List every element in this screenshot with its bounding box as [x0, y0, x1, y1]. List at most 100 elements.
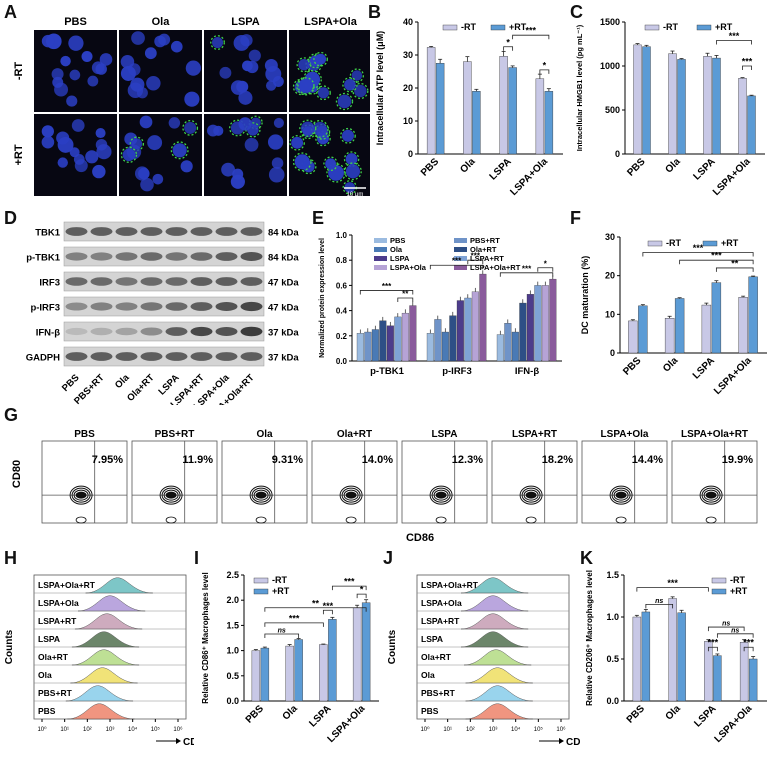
bar — [352, 607, 362, 702]
blot-strip — [63, 221, 265, 242]
green-stain — [313, 51, 328, 67]
legend-swatch — [711, 588, 727, 595]
x-tick-label: IFN-β — [515, 366, 539, 377]
x-tick-label: PBS — [419, 156, 442, 179]
panel-label-k: K — [580, 548, 593, 568]
significance-label: *** — [522, 264, 532, 273]
bar — [549, 278, 557, 362]
legend-swatch — [711, 577, 727, 584]
legend-swatch — [442, 24, 458, 31]
significance-label: ns — [722, 621, 730, 628]
legend-label: -RT — [730, 575, 745, 585]
panel-g-flow-plots: CD80 CD86 PBS 7.95% PBS+RT 11.9% Ola 9.31% Ola+R… — [11, 429, 758, 544]
green-stain — [170, 141, 189, 160]
flow-group-label: LSPA — [432, 429, 458, 440]
flow-plot-frame — [41, 440, 128, 524]
bar — [677, 59, 686, 155]
bar — [674, 298, 685, 354]
nucleus — [344, 78, 356, 91]
significance-bracket — [429, 264, 484, 270]
panel-a-col-label: PBS — [64, 16, 87, 28]
flow-plot-frame — [671, 440, 758, 524]
green-stain — [299, 119, 317, 137]
y-tick-label: 10 — [403, 116, 413, 126]
y-axis-label: Relative CD206⁺ Macrophages level — [585, 570, 594, 706]
green-stain — [292, 152, 312, 172]
significance-label: *** — [667, 578, 678, 588]
y-tick-label: 20 — [605, 271, 615, 281]
blot-band — [165, 352, 188, 361]
flow-plot-frame — [131, 440, 218, 524]
bar — [738, 297, 748, 354]
nucleus — [168, 117, 181, 129]
green-stain — [296, 57, 312, 73]
significance-bracket — [264, 622, 324, 627]
bar — [356, 333, 364, 362]
panel-d-western-blot: TBK1 84 kDa p-TBK1 84 kDa IRF3 47 kDa p-IRF3 47… — [26, 221, 299, 405]
nucleus — [136, 87, 148, 99]
y-tick-label: 0.4 — [336, 307, 348, 316]
histogram-x-tick-label: 10⁰ — [420, 726, 430, 733]
nucleus — [128, 63, 141, 76]
blot-band — [240, 227, 263, 236]
nucleus — [85, 150, 99, 164]
legend-label: LSPA+Ola — [390, 263, 427, 272]
x-tick-label: LSPA — [692, 703, 718, 729]
legend-swatch — [490, 24, 506, 31]
y-tick-label: 0.8 — [336, 256, 348, 265]
bar — [534, 285, 542, 362]
y-tick-label: 2.5 — [226, 570, 239, 580]
bar — [642, 46, 651, 155]
y-tick-label: 30 — [605, 232, 615, 242]
flow-group-label: PBS — [74, 429, 95, 440]
green-stain — [316, 85, 331, 101]
legend-swatch — [374, 265, 387, 270]
nucleus — [69, 69, 81, 81]
bar — [371, 329, 379, 362]
significance-label: *** — [708, 638, 719, 648]
bar — [426, 47, 436, 155]
flow-contour — [339, 485, 363, 505]
nucleus — [232, 168, 244, 180]
histogram-x-arrowhead — [176, 738, 181, 744]
flow-group-label: Ola — [256, 429, 273, 440]
panel-a-microscopy: PBS Ola LSPA LSPA+Ola -RT +RT 10 μm — [13, 16, 370, 198]
blot-kda-label: 84 kDa — [268, 228, 299, 239]
nucleus — [41, 125, 54, 138]
blot-strip — [63, 246, 265, 267]
flow-contour — [615, 491, 627, 499]
blot-band — [190, 252, 213, 261]
blot-band — [65, 327, 88, 336]
blot-band — [165, 302, 188, 311]
panel-j-cd206-histogram: Counts LSPA+Ola+RT LSPA+Ola LSPA+RT LSPA Ola+… — [387, 574, 580, 748]
significance-bracket — [503, 46, 514, 51]
significance-bracket — [264, 633, 300, 638]
bar — [511, 331, 519, 362]
histogram-row-label: LSPA+Ola+RT — [38, 580, 96, 590]
panel-label-g: G — [4, 405, 19, 425]
flow-contour — [525, 491, 537, 499]
blot-band — [115, 327, 138, 336]
histogram-row-label: PBS — [421, 706, 439, 716]
histogram-peak — [464, 649, 532, 666]
histogram-row-label: Ola+RT — [421, 652, 452, 662]
y-tick-label: 1.0 — [226, 646, 239, 656]
y-tick-label: 1000 — [600, 61, 620, 71]
flow-contour — [255, 516, 267, 524]
flow-percent-label: 11.9% — [182, 454, 213, 466]
flow-contour — [249, 485, 273, 505]
flow-contour — [343, 489, 359, 501]
nucleus — [312, 121, 327, 136]
bar — [471, 291, 479, 362]
significance-bracket — [397, 297, 414, 302]
bar — [628, 320, 638, 354]
nucleus — [91, 61, 105, 75]
blot-kda-label: 47 kDa — [268, 303, 299, 314]
x-tick-label: LSPA+Ola — [508, 156, 550, 198]
flow-plot-frame — [491, 440, 578, 524]
y-tick-label: 30 — [403, 50, 413, 60]
bar — [463, 61, 472, 155]
blot-band — [115, 277, 138, 286]
legend-label: LSPA — [390, 254, 410, 263]
green-stain — [323, 156, 338, 172]
